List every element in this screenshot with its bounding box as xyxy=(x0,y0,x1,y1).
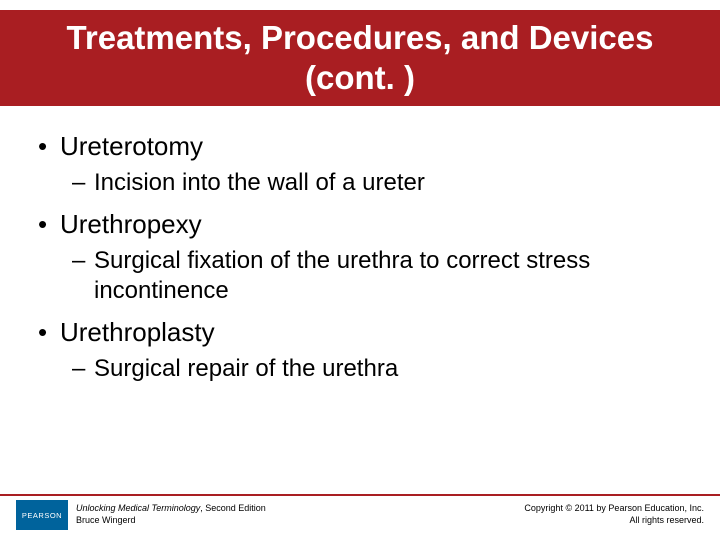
footer-left: PEARSON Unlocking Medical Terminology, S… xyxy=(16,500,266,530)
bullet-level1: • Urethroplasty xyxy=(38,316,682,348)
footer-author: Bruce Wingerd xyxy=(76,514,266,526)
pearson-logo: PEARSON xyxy=(16,500,68,530)
slide-title: Treatments, Procedures, and Devices (con… xyxy=(20,18,700,97)
bullet-level1: • Urethropexy xyxy=(38,208,682,240)
bullet-dot-icon: • xyxy=(38,208,60,240)
footer-text-left: Unlocking Medical Terminology, Second Ed… xyxy=(76,500,266,526)
title-band: Treatments, Procedures, and Devices (con… xyxy=(0,10,720,106)
bullet-level2: – Surgical fixation of the urethra to co… xyxy=(72,246,682,306)
term-text: Ureterotomy xyxy=(60,130,203,162)
bullet-level2: – Incision into the wall of a ureter xyxy=(72,168,682,198)
bullet-dash-icon: – xyxy=(72,246,94,276)
footer: PEARSON Unlocking Medical Terminology, S… xyxy=(0,494,720,540)
footer-book-line: Unlocking Medical Terminology, Second Ed… xyxy=(76,502,266,514)
content-area: • Ureterotomy – Incision into the wall o… xyxy=(38,126,682,394)
footer-copyright-1: Copyright © 2011 by Pearson Education, I… xyxy=(524,502,704,514)
definition-text: Incision into the wall of a ureter xyxy=(94,168,425,198)
bullet-dot-icon: • xyxy=(38,316,60,348)
bullet-dot-icon: • xyxy=(38,130,60,162)
footer-text-right: Copyright © 2011 by Pearson Education, I… xyxy=(524,500,704,526)
footer-copyright-2: All rights reserved. xyxy=(524,514,704,526)
footer-book-title: Unlocking Medical Terminology xyxy=(76,503,200,513)
bullet-level2: – Surgical repair of the urethra xyxy=(72,354,682,384)
definition-text: Surgical repair of the urethra xyxy=(94,354,398,384)
definition-text: Surgical fixation of the urethra to corr… xyxy=(94,246,682,306)
slide: Treatments, Procedures, and Devices (con… xyxy=(0,0,720,540)
footer-edition: , Second Edition xyxy=(200,503,266,513)
term-text: Urethroplasty xyxy=(60,316,215,348)
bullet-level1: • Ureterotomy xyxy=(38,130,682,162)
term-text: Urethropexy xyxy=(60,208,202,240)
bullet-dash-icon: – xyxy=(72,168,94,198)
bullet-dash-icon: – xyxy=(72,354,94,384)
